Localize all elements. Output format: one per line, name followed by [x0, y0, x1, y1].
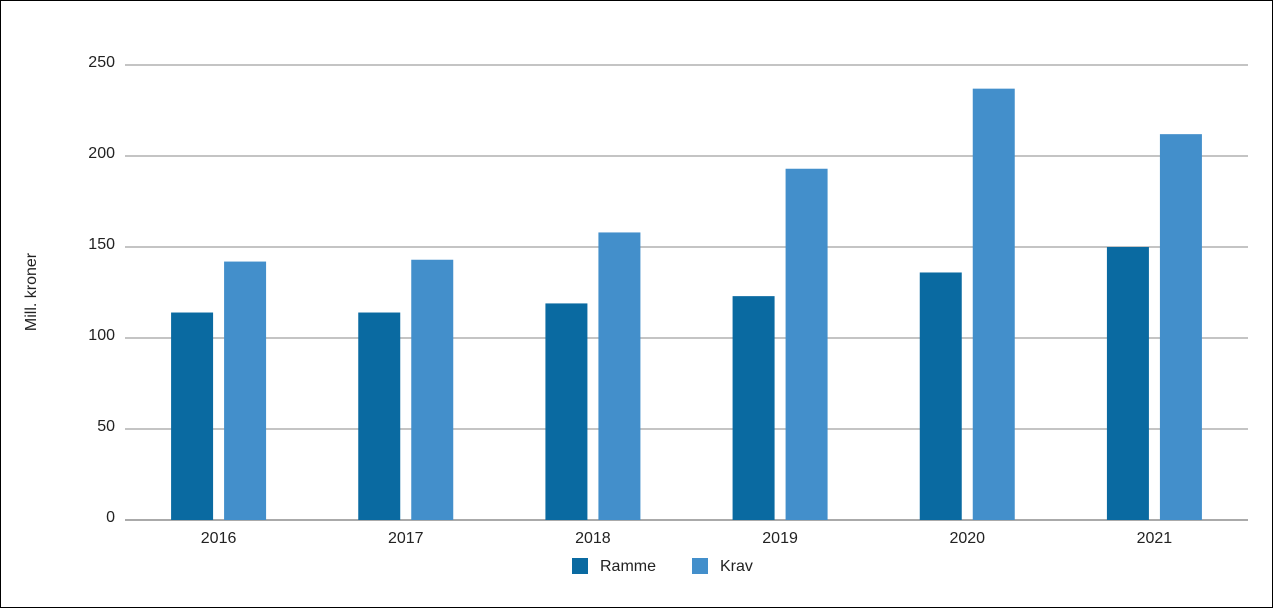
- y-tick-label: 100: [88, 327, 115, 344]
- y-tick-label: 0: [106, 509, 115, 526]
- bar: [785, 168, 828, 521]
- bar: [1159, 134, 1202, 520]
- bar: [411, 259, 454, 520]
- legend-label: Ramme: [600, 558, 656, 575]
- x-tick-label: 2018: [575, 530, 611, 547]
- legend-swatch: [572, 558, 588, 574]
- y-tick-label: 200: [88, 145, 115, 162]
- bar: [358, 312, 401, 520]
- x-tick-label: 2020: [949, 530, 985, 547]
- legend-label: Krav: [720, 558, 753, 575]
- y-tick-label: 150: [88, 236, 115, 253]
- bar: [171, 312, 214, 520]
- bar: [732, 296, 775, 520]
- y-tick-label: 250: [88, 54, 115, 71]
- bar: [972, 88, 1015, 520]
- x-tick-label: 2017: [388, 530, 424, 547]
- bar: [224, 261, 267, 520]
- y-tick-label: 50: [97, 418, 115, 435]
- bar: [545, 303, 588, 520]
- x-tick-label: 2019: [762, 530, 798, 547]
- bar: [919, 272, 962, 520]
- y-axis-label: Mill. kroner: [23, 252, 40, 331]
- bar: [1106, 247, 1149, 520]
- bar: [598, 232, 641, 520]
- legend-swatch: [692, 558, 708, 574]
- x-tick-label: 2016: [201, 530, 237, 547]
- x-tick-label: 2021: [1137, 530, 1173, 547]
